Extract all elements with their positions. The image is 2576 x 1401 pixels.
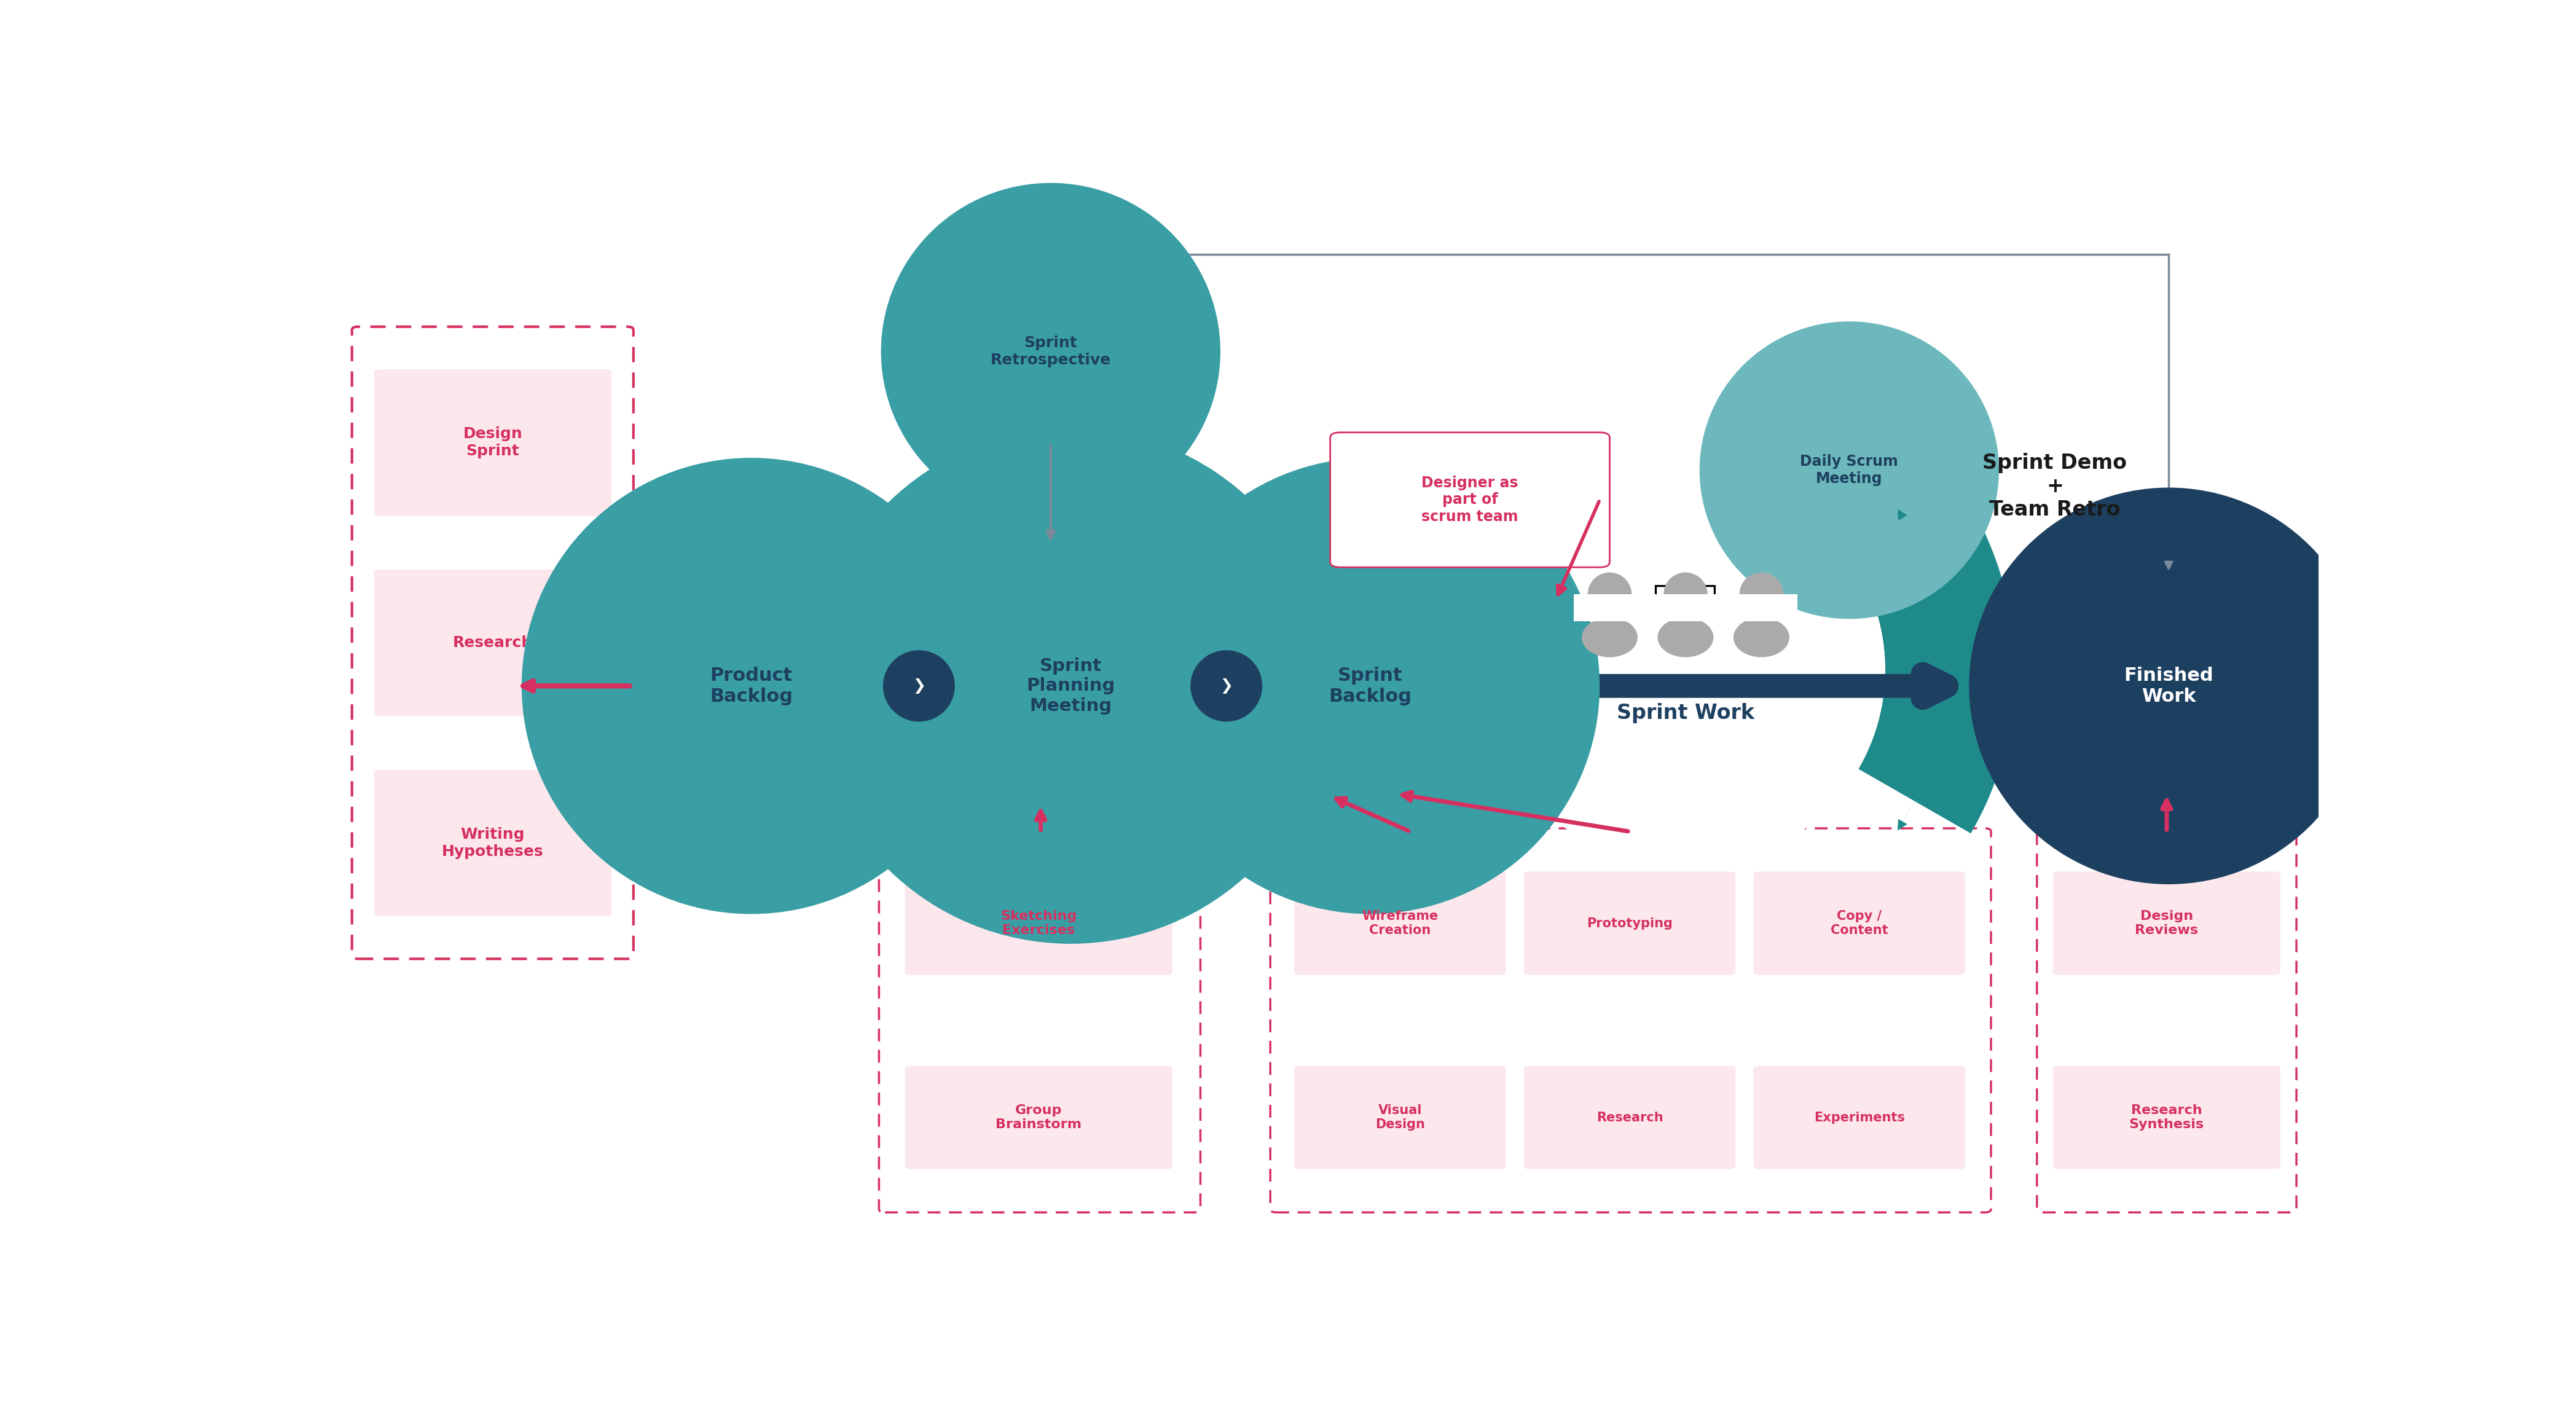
FancyBboxPatch shape (1574, 594, 1646, 621)
Text: Sprint
Planning
Meeting: Sprint Planning Meeting (1025, 657, 1115, 715)
Ellipse shape (1656, 618, 1713, 657)
Text: Finished
Work: Finished Work (2125, 667, 2213, 705)
FancyBboxPatch shape (2053, 871, 2280, 975)
Text: Sprint Demo
+
Team Retro: Sprint Demo + Team Retro (1984, 453, 2128, 520)
Ellipse shape (884, 650, 956, 722)
Text: Sprint Work: Sprint Work (1618, 703, 1754, 723)
Text: Design
Reviews: Design Reviews (2136, 911, 2197, 936)
FancyBboxPatch shape (904, 871, 1172, 975)
Text: Research
Synthesis: Research Synthesis (2130, 1104, 2205, 1131)
Ellipse shape (1734, 618, 1790, 657)
Text: Sprint
Backlog: Sprint Backlog (1329, 667, 1412, 705)
Text: Group
Brainstorm: Group Brainstorm (997, 1104, 1082, 1131)
Text: Visual
Design: Visual Design (1376, 1104, 1425, 1131)
Text: Research: Research (453, 636, 533, 650)
Ellipse shape (1968, 488, 2367, 884)
FancyBboxPatch shape (1329, 433, 1610, 567)
Text: Product
Backlog: Product Backlog (711, 667, 793, 705)
PathPatch shape (1486, 471, 1886, 869)
Text: Experiments: Experiments (1814, 1111, 1904, 1124)
FancyBboxPatch shape (1525, 871, 1736, 975)
PathPatch shape (1857, 506, 2014, 834)
Text: ❯: ❯ (1221, 678, 1234, 693)
FancyBboxPatch shape (374, 769, 611, 916)
Text: Copy /
Content: Copy / Content (1832, 911, 1888, 936)
Text: Design
Sprint: Design Sprint (464, 427, 523, 458)
FancyBboxPatch shape (2053, 1066, 2280, 1170)
Ellipse shape (1141, 458, 1600, 913)
FancyBboxPatch shape (1525, 1066, 1736, 1170)
Ellipse shape (1739, 573, 1783, 616)
Text: Sketching
Exercises: Sketching Exercises (999, 911, 1077, 936)
Text: ❯: ❯ (912, 678, 925, 693)
Ellipse shape (1190, 650, 1262, 722)
Text: Wireframe
Creation: Wireframe Creation (1363, 911, 1437, 936)
Ellipse shape (1664, 573, 1708, 616)
Text: Research: Research (1597, 1111, 1664, 1124)
FancyBboxPatch shape (374, 370, 611, 516)
Ellipse shape (1700, 321, 1999, 619)
FancyBboxPatch shape (1293, 1066, 1507, 1170)
Ellipse shape (520, 458, 981, 913)
FancyBboxPatch shape (904, 1066, 1172, 1170)
Text: Writing
Hypotheses: Writing Hypotheses (443, 827, 544, 859)
FancyBboxPatch shape (1754, 871, 1965, 975)
Ellipse shape (1582, 618, 1638, 657)
Text: 🧑‍🤝‍🧑: 🧑‍🤝‍🧑 (1654, 583, 1718, 616)
FancyBboxPatch shape (1293, 871, 1507, 975)
FancyBboxPatch shape (1754, 1066, 1965, 1170)
FancyBboxPatch shape (1649, 594, 1721, 621)
Ellipse shape (811, 429, 1329, 944)
Text: Designer as
part of
scrum team: Designer as part of scrum team (1422, 475, 1517, 524)
FancyBboxPatch shape (1726, 594, 1798, 621)
Text: Daily Scrum
Meeting: Daily Scrum Meeting (1801, 454, 1899, 486)
Text: Sprint
Retrospective: Sprint Retrospective (989, 336, 1110, 367)
Ellipse shape (1587, 573, 1631, 616)
Ellipse shape (881, 184, 1221, 520)
FancyBboxPatch shape (374, 569, 611, 716)
Text: Prototyping: Prototyping (1587, 918, 1672, 929)
